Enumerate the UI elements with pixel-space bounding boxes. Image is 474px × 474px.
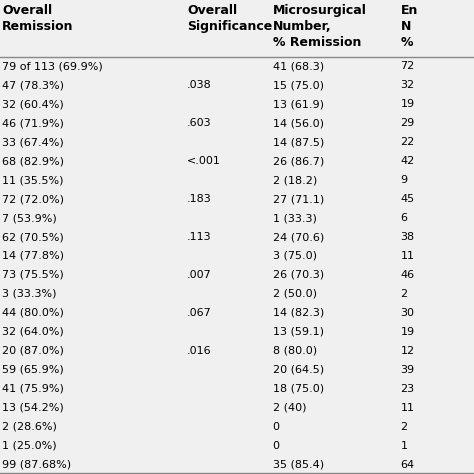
Text: 0: 0 [273, 440, 280, 451]
Text: 38: 38 [401, 232, 415, 242]
Text: 14 (77.8%): 14 (77.8%) [2, 251, 64, 261]
Text: 13 (61.9): 13 (61.9) [273, 99, 324, 109]
Text: 2 (18.2): 2 (18.2) [273, 175, 317, 185]
Text: 64: 64 [401, 459, 415, 470]
Text: 29: 29 [401, 118, 415, 128]
Text: 12: 12 [401, 346, 415, 356]
Text: 7 (53.9%): 7 (53.9%) [2, 213, 57, 223]
Text: 1 (33.3): 1 (33.3) [273, 213, 317, 223]
Text: 73 (75.5%): 73 (75.5%) [2, 270, 64, 280]
Text: 19: 19 [401, 327, 415, 337]
Text: 99 (87.68%): 99 (87.68%) [2, 459, 72, 470]
Text: 6: 6 [401, 213, 408, 223]
Text: 18 (75.0): 18 (75.0) [273, 383, 324, 394]
Text: 26 (70.3): 26 (70.3) [273, 270, 324, 280]
Text: 14 (87.5): 14 (87.5) [273, 137, 324, 147]
Text: 15 (75.0): 15 (75.0) [273, 80, 324, 91]
Text: 68 (82.9%): 68 (82.9%) [2, 156, 64, 166]
Text: 2: 2 [401, 421, 408, 432]
Text: .603: .603 [187, 118, 212, 128]
Text: 32 (60.4%): 32 (60.4%) [2, 99, 64, 109]
Text: 46: 46 [401, 270, 415, 280]
Text: .113: .113 [187, 232, 212, 242]
Text: 13 (59.1): 13 (59.1) [273, 327, 324, 337]
Text: .183: .183 [187, 194, 212, 204]
Text: 8 (80.0): 8 (80.0) [273, 346, 317, 356]
Text: Overall
Remission: Overall Remission [2, 4, 74, 33]
Text: 11: 11 [401, 402, 415, 413]
Text: 42: 42 [401, 156, 415, 166]
Text: .007: .007 [187, 270, 212, 280]
Text: 41 (68.3): 41 (68.3) [273, 61, 324, 72]
Text: 11 (35.5%): 11 (35.5%) [2, 175, 64, 185]
Text: 32 (64.0%): 32 (64.0%) [2, 327, 64, 337]
Text: 3 (33.3%): 3 (33.3%) [2, 289, 57, 299]
Text: 39: 39 [401, 365, 415, 375]
Text: 72: 72 [401, 61, 415, 72]
Text: .016: .016 [187, 346, 212, 356]
Text: 44 (80.0%): 44 (80.0%) [2, 308, 64, 318]
Text: 14 (56.0): 14 (56.0) [273, 118, 324, 128]
Text: 32: 32 [401, 80, 415, 91]
Text: 20 (87.0%): 20 (87.0%) [2, 346, 64, 356]
Text: 30: 30 [401, 308, 415, 318]
Text: 27 (71.1): 27 (71.1) [273, 194, 324, 204]
Text: 9: 9 [401, 175, 408, 185]
Text: 1: 1 [401, 440, 408, 451]
Text: 14 (82.3): 14 (82.3) [273, 308, 324, 318]
Text: 0: 0 [273, 421, 280, 432]
Text: 24 (70.6): 24 (70.6) [273, 232, 324, 242]
Text: 2 (40): 2 (40) [273, 402, 306, 413]
Text: 33 (67.4%): 33 (67.4%) [2, 137, 64, 147]
Text: 2 (50.0): 2 (50.0) [273, 289, 317, 299]
Text: 23: 23 [401, 383, 415, 394]
Text: 3 (75.0): 3 (75.0) [273, 251, 317, 261]
Text: 11: 11 [401, 251, 415, 261]
Text: <.001: <.001 [187, 156, 221, 166]
Text: 41 (75.9%): 41 (75.9%) [2, 383, 64, 394]
Text: 1 (25.0%): 1 (25.0%) [2, 440, 57, 451]
Text: 2 (28.6%): 2 (28.6%) [2, 421, 57, 432]
Text: 20 (64.5): 20 (64.5) [273, 365, 324, 375]
Text: 2: 2 [401, 289, 408, 299]
Text: .067: .067 [187, 308, 212, 318]
Text: En
N
%: En N % [401, 4, 418, 49]
Text: 19: 19 [401, 99, 415, 109]
Text: 13 (54.2%): 13 (54.2%) [2, 402, 64, 413]
Text: 46 (71.9%): 46 (71.9%) [2, 118, 64, 128]
Text: 22: 22 [401, 137, 415, 147]
Text: Overall
Significance: Overall Significance [187, 4, 273, 33]
Text: 62 (70.5%): 62 (70.5%) [2, 232, 64, 242]
Text: .038: .038 [187, 80, 212, 91]
Text: 26 (86.7): 26 (86.7) [273, 156, 324, 166]
Text: 59 (65.9%): 59 (65.9%) [2, 365, 64, 375]
Text: 35 (85.4): 35 (85.4) [273, 459, 324, 470]
Text: Microsurgical
Number,
% Remission: Microsurgical Number, % Remission [273, 4, 366, 49]
Text: 47 (78.3%): 47 (78.3%) [2, 80, 64, 91]
Text: 72 (72.0%): 72 (72.0%) [2, 194, 64, 204]
Text: 45: 45 [401, 194, 415, 204]
Text: 79 of 113 (69.9%): 79 of 113 (69.9%) [2, 61, 103, 72]
